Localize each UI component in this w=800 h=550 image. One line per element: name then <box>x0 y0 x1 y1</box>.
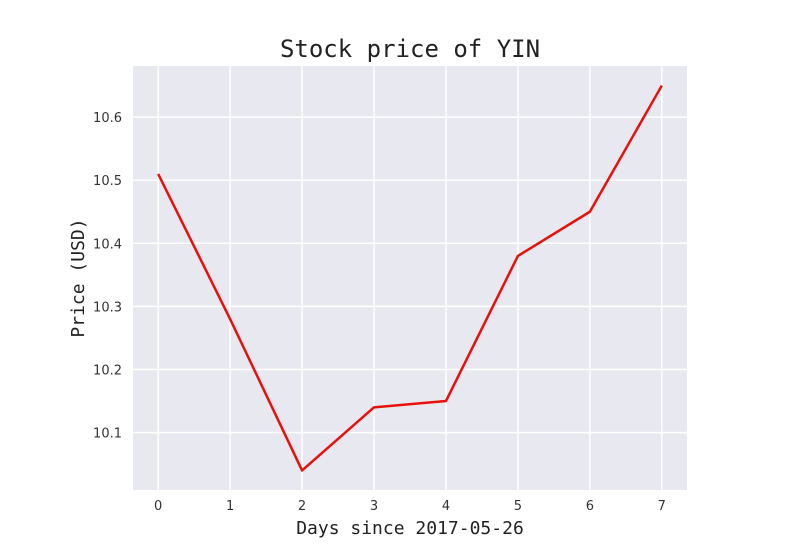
x-tick-label: 3 <box>370 499 378 514</box>
price-series-line <box>157 84 663 472</box>
x-tick-label: 4 <box>442 499 450 514</box>
grid-lines <box>133 66 687 490</box>
x-tick-label: 6 <box>586 499 594 514</box>
x-tick-label: 7 <box>658 499 666 514</box>
x-tick-label: 0 <box>154 499 162 514</box>
chart-title: Stock price of YIN <box>280 35 540 63</box>
y-tick-label: 10.1 <box>93 427 122 442</box>
y-axis-label: Price (USD) <box>68 218 89 337</box>
y-tick-label: 10.4 <box>93 237 122 252</box>
y-tick-label: 10.2 <box>93 363 122 378</box>
plot-area <box>133 66 687 490</box>
y-tick-label: 10.6 <box>93 111 122 126</box>
x-tick-label: 2 <box>298 499 306 514</box>
y-tick-label: 10.5 <box>93 174 122 189</box>
x-tick-label: 5 <box>514 499 522 514</box>
y-tick-label: 10.3 <box>93 300 122 315</box>
tick-labels: 0 1 2 3 4 5 6 7 10.1 10.2 10.3 10.4 10.5 10.6 <box>93 111 666 514</box>
x-axis-label: Days since 2017-05-26 <box>296 518 524 539</box>
x-tick-label: 1 <box>226 499 234 514</box>
